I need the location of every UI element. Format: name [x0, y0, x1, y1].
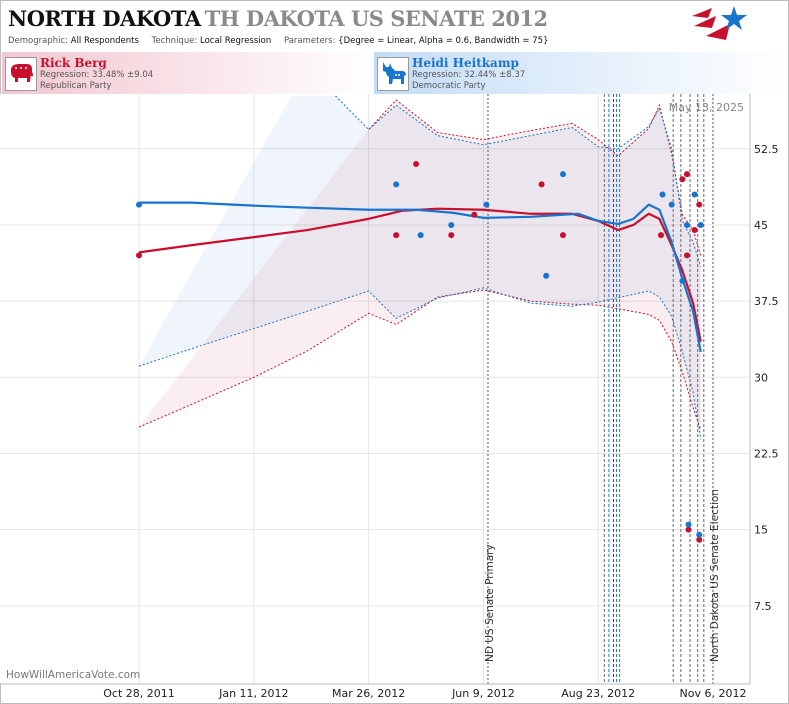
poll-point-dem: [697, 221, 704, 228]
candidate-party: Democratic Party: [412, 81, 486, 91]
poll-point-rep: [683, 252, 690, 259]
x-tick-label: Aug 23, 2012: [561, 687, 635, 700]
poll-point-dem: [136, 201, 142, 208]
x-tick-label: Jan 11, 2012: [218, 687, 288, 700]
grid: [0, 94, 750, 684]
poll-point-dem: [683, 221, 690, 228]
poll-point-rep: [679, 176, 686, 183]
poll-point-rep: [471, 211, 478, 218]
poll-point-rep: [413, 161, 420, 168]
y-tick-label: 30: [754, 371, 768, 384]
watermark: HowWillAmericaVote.com: [6, 669, 140, 681]
y-tick-label: 7.5: [754, 600, 772, 613]
candidate-party: Republican Party: [40, 81, 112, 91]
poll-point-dem: [559, 171, 566, 178]
parameters-line: Demographic: All Respondents Technique: …: [8, 36, 558, 46]
poll-point-dem: [668, 201, 675, 208]
band-upper-rep: [368, 99, 702, 256]
y-tick-label: 22.5: [754, 447, 779, 460]
poll-point-dem: [685, 521, 692, 528]
poll-point-dem: [659, 191, 666, 198]
poll-point-rep: [657, 232, 664, 239]
poll-point-dem: [448, 221, 455, 228]
technique-label: Technique:: [151, 36, 198, 46]
confidence-band-rep: [139, 100, 701, 431]
poll-point-rep: [696, 536, 703, 543]
poll-point-rep: [538, 181, 545, 188]
candidate-name: Rick Berg: [40, 56, 107, 70]
poll-point-dem: [483, 201, 490, 208]
parameters-value: {Degree = Linear, Alpha = 0.6, Bandwidth…: [338, 36, 549, 46]
candidate-regression: Regression: 32.44% ±8.37: [412, 70, 526, 80]
title-state: NORTH DAKOTA: [8, 6, 201, 31]
x-tick-label: Nov 6, 2012: [680, 687, 747, 700]
poll-point-dem: [417, 232, 424, 239]
technique-value: Local Regression: [200, 36, 272, 46]
page-title: NORTH DAKOTA TH DAKOTA US SENATE 2012: [8, 6, 548, 31]
confidence-bands: [138, 96, 702, 440]
poll-point-dem: [696, 531, 703, 538]
poll-point-rep: [683, 171, 690, 178]
candidate-name: Heidi Heitkamp: [412, 56, 519, 70]
poll-point-rep: [393, 232, 400, 239]
axes: Oct 28, 2011 Jan 11, 2012 Mar 26, 2012 Jun …: [0, 94, 779, 700]
confidence-band-dem: [139, 96, 701, 440]
trend-line-dem: [139, 201, 702, 353]
poll-point-rep: [696, 201, 703, 208]
elephant-icon: [5, 57, 37, 91]
poll-chart: ND US Senate Primary North Dakota US Sena…: [0, 94, 779, 700]
title-race: TH DAKOTA US SENATE 2012: [204, 6, 549, 31]
candidate-regression: Regression: 33.48% ±9.04: [40, 70, 154, 80]
poll-point-dem: [543, 272, 550, 279]
y-tick-label: 37.5: [754, 295, 779, 308]
annotations: ND US Senate Primary North Dakota US Sena…: [484, 94, 721, 684]
y-tick-label: 52.5: [754, 143, 779, 156]
y-tick-label: 45: [754, 219, 768, 232]
poll-point-rep: [691, 227, 698, 234]
x-tick-label: Mar 26, 2012: [332, 687, 405, 700]
plot-area: [0, 94, 750, 684]
demographic-label: Demographic:: [8, 36, 69, 46]
candidate-card-democrat: Heidi Heitkamp Regression: 32.44% ±8.37 …: [374, 52, 787, 95]
poll-points: [136, 161, 704, 543]
site-logo: [692, 6, 747, 40]
candidate-card-republican: Rick Berg Regression: 33.48% ±9.04 Repub…: [2, 52, 374, 95]
y-tick-label: 15: [754, 524, 768, 537]
poll-point-dem: [393, 181, 400, 188]
poll-point-dem: [679, 277, 686, 284]
poll-point-dem: [691, 191, 698, 198]
date-stamp: May 13, 2025: [669, 101, 744, 114]
x-tick-label: Jun 9, 2012: [451, 687, 515, 700]
x-tick-label: Oct 28, 2011: [103, 687, 175, 700]
candidate-band: Rick Berg Regression: 33.48% ±9.04 Repub…: [2, 52, 787, 95]
annotation-label: North Dakota US Senate Election: [709, 489, 721, 662]
band-lower-rep: [138, 289, 702, 431]
parameters-label: Parameters:: [283, 36, 336, 46]
header: NORTH DAKOTA TH DAKOTA US SENATE 2012 Dem…: [2, 2, 749, 50]
poll-point-rep: [559, 232, 566, 239]
event-lines: [603, 94, 705, 684]
donkey-icon: [377, 57, 409, 91]
poll-point-rep: [136, 252, 142, 259]
trend-lines: [138, 201, 702, 353]
demographic-value: All Respondents: [70, 36, 139, 46]
annotation-label: ND US Senate Primary: [484, 544, 496, 662]
band-upper-dem: [334, 96, 702, 267]
poll-point-rep: [448, 232, 455, 239]
poll-point-rep: [685, 526, 692, 533]
